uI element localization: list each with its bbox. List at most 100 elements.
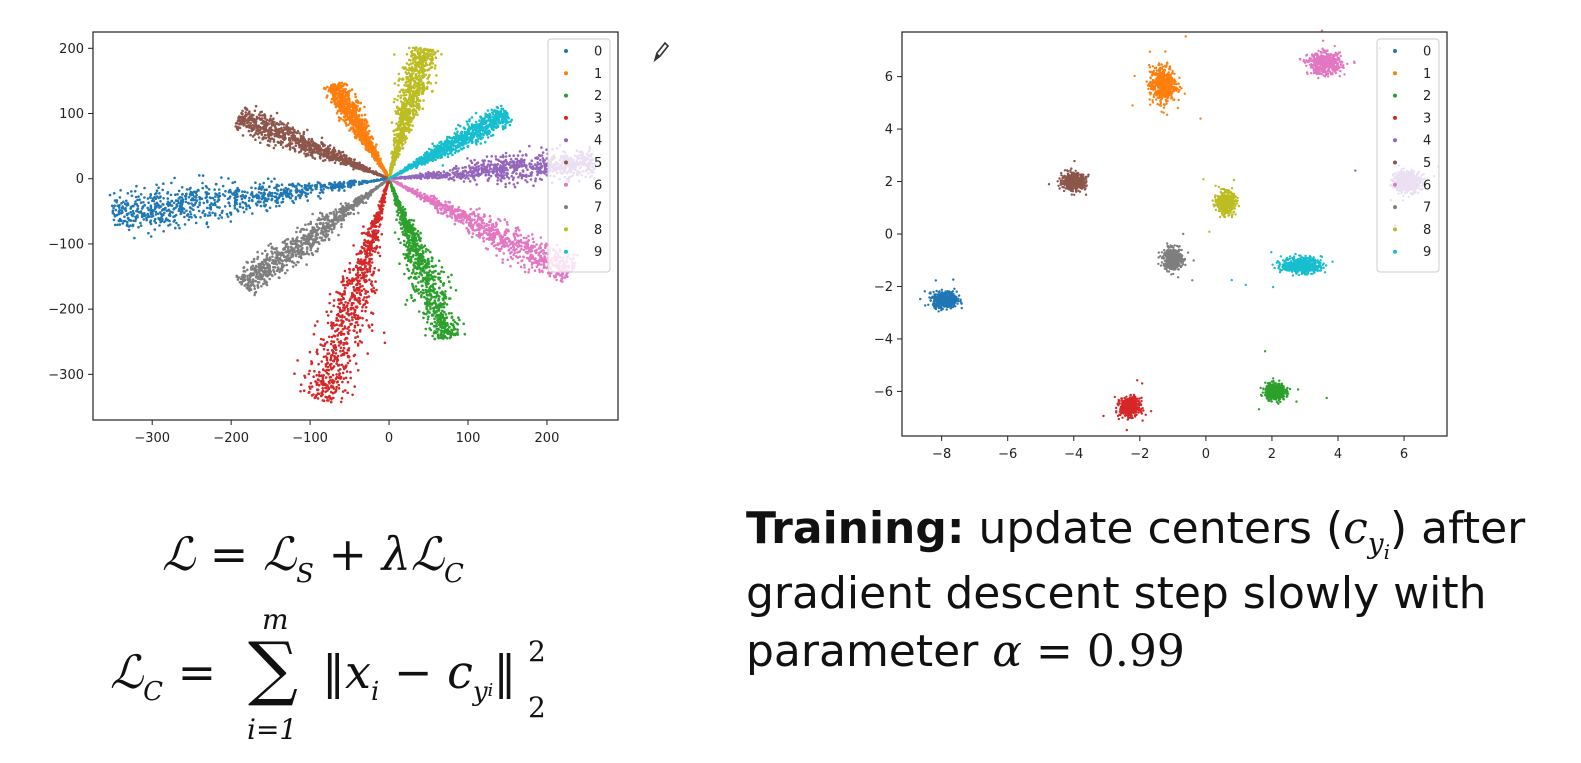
- data-point: [400, 212, 404, 216]
- data-point: [168, 223, 172, 226]
- data-point: [131, 204, 134, 208]
- data-point: [435, 290, 439, 294]
- data-point: [265, 209, 268, 212]
- data-point: [316, 378, 320, 381]
- data-point: [346, 309, 350, 313]
- data-point: [310, 394, 314, 397]
- data-point: [329, 375, 333, 379]
- data-point: [411, 240, 414, 244]
- data-point: [319, 343, 322, 346]
- data-point: [432, 331, 436, 335]
- data-point: [349, 307, 353, 311]
- data-point: [394, 200, 397, 203]
- data-point: [333, 95, 337, 99]
- data-point: [365, 145, 369, 149]
- data-point: [512, 154, 515, 157]
- data-point: [340, 322, 344, 325]
- data-point: [357, 267, 360, 271]
- data-point: [505, 171, 508, 175]
- data-point: [275, 186, 278, 190]
- data-point: [120, 209, 124, 213]
- data-point: [125, 224, 129, 227]
- data-point: [420, 259, 423, 263]
- data-point: [356, 118, 359, 121]
- data-point: [350, 316, 354, 319]
- data-point: [356, 314, 360, 318]
- data-point: [188, 215, 191, 219]
- data-point: [425, 278, 429, 282]
- data-point: [363, 247, 366, 250]
- data-point: [377, 158, 380, 162]
- data-point: [448, 280, 451, 284]
- data-point: [120, 206, 124, 210]
- data-point: [241, 190, 244, 193]
- data-point: [426, 298, 430, 301]
- data-point: [529, 172, 533, 175]
- data-point: [442, 282, 445, 286]
- data-point: [352, 130, 355, 133]
- data-point: [371, 146, 374, 150]
- data-point: [480, 166, 483, 169]
- data-point: [322, 355, 326, 359]
- data-point: [306, 192, 310, 196]
- data-point: [338, 368, 342, 371]
- data-point: [316, 397, 320, 400]
- data-point: [209, 208, 213, 211]
- data-point: [443, 301, 447, 305]
- data-point: [158, 218, 162, 221]
- data-point: [343, 88, 347, 92]
- data-point: [324, 87, 327, 91]
- data-point: [375, 245, 379, 248]
- data-point: [442, 170, 446, 173]
- data-point: [430, 295, 434, 299]
- data-point: [364, 309, 367, 313]
- data-point: [437, 334, 440, 338]
- data-point: [244, 194, 248, 198]
- data-point: [329, 358, 333, 362]
- data-point: [363, 302, 367, 306]
- data-point: [316, 392, 320, 395]
- data-point: [251, 124, 255, 127]
- data-point: [227, 201, 231, 205]
- data-point: [330, 185, 333, 189]
- data-point: [321, 368, 325, 371]
- data-point: [357, 301, 360, 304]
- data-point: [422, 316, 425, 320]
- data-point: [199, 216, 202, 219]
- data-point: [178, 204, 181, 208]
- data-point: [259, 141, 262, 145]
- data-point: [254, 181, 257, 184]
- data-point: [154, 196, 157, 200]
- data-point: [176, 193, 179, 196]
- series-0-points: [108, 174, 390, 240]
- data-point: [365, 296, 369, 299]
- data-point: [410, 296, 413, 300]
- data-point: [425, 308, 429, 311]
- data-point: [316, 320, 319, 323]
- data-point: [331, 353, 334, 357]
- data-point: [160, 212, 163, 216]
- data-point: [326, 314, 330, 317]
- data-point: [134, 215, 137, 219]
- data-point: [403, 225, 407, 229]
- data-point: [236, 195, 239, 198]
- data-point: [371, 221, 374, 224]
- data-point: [341, 380, 344, 384]
- data-point: [422, 258, 426, 262]
- data-point: [442, 305, 446, 309]
- data-point: [161, 202, 164, 206]
- data-point: [215, 193, 219, 196]
- data-point: [501, 176, 505, 180]
- data-point: [344, 376, 348, 380]
- data-point: [528, 163, 531, 166]
- data-point: [357, 109, 361, 113]
- data-point: [209, 205, 213, 209]
- data-point: [339, 292, 342, 296]
- data-point: [153, 207, 157, 211]
- data-point: [436, 309, 439, 313]
- data-point: [116, 223, 119, 226]
- data-point: [426, 321, 429, 324]
- data-point: [413, 243, 417, 246]
- data-point: [349, 186, 352, 189]
- data-point: [352, 279, 356, 282]
